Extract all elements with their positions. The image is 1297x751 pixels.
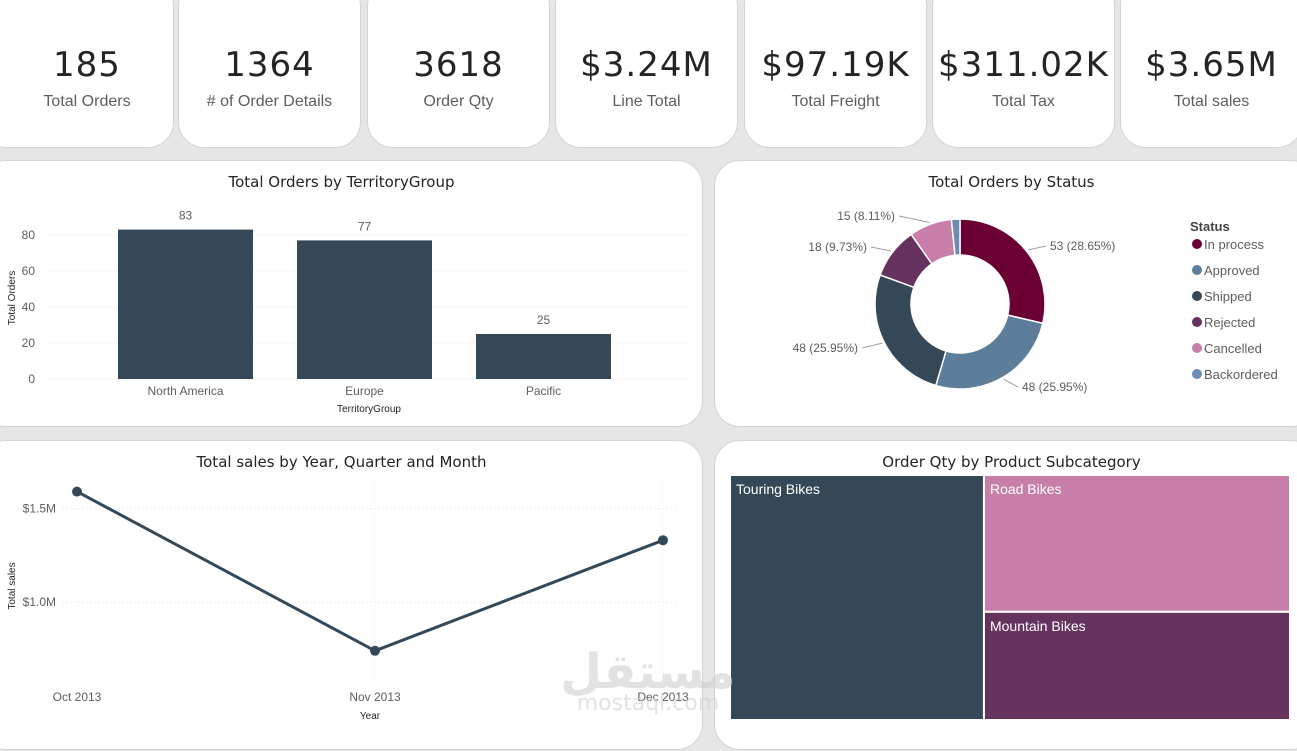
line-point xyxy=(72,486,82,497)
line-x-tick: Nov 2013 xyxy=(349,690,401,704)
kpi-card: $311.02K Total Tax xyxy=(932,0,1115,148)
kpi-card: $97.19K Total Freight xyxy=(744,0,927,148)
bar-data-label: 83 xyxy=(179,209,193,223)
kpi-label: Total Tax xyxy=(992,93,1055,110)
bar xyxy=(297,240,432,379)
bar xyxy=(476,334,611,379)
treemap-tile xyxy=(982,610,1291,722)
line-y-axis-title: Total sales xyxy=(7,562,18,609)
treemap-label: Road Bikes xyxy=(990,481,1062,497)
legend-item: Rejected xyxy=(1204,315,1255,330)
legend-marker xyxy=(1192,291,1202,301)
donut-data-label: 48 (25.95%) xyxy=(1022,380,1087,394)
bar-x-tick: North America xyxy=(147,384,223,398)
legend-title: Status xyxy=(1190,219,1230,234)
kpi-value: $97.19K xyxy=(761,45,910,85)
donut-chart-title: Total Orders by Status xyxy=(928,173,1095,191)
bar-data-label: 77 xyxy=(358,219,372,233)
legend-marker xyxy=(1192,317,1202,327)
line-point xyxy=(658,535,668,546)
donut-leader-line xyxy=(861,342,883,349)
kpi-label: Order Qty xyxy=(423,93,494,110)
treemap-label: Touring Bikes xyxy=(736,481,820,497)
legend-item: In process xyxy=(1204,237,1264,252)
kpi-card: 3618 Order Qty xyxy=(367,0,550,148)
kpi-card: $3.65M Total sales xyxy=(1120,0,1297,148)
legend-item: Cancelled xyxy=(1204,341,1262,356)
line-chart: $1.0M $1.5M Oct 2013 Nov 2013 Dec 2013 Year To… xyxy=(7,481,689,722)
donut-data-label: 18 (9.73%) xyxy=(808,240,867,254)
donut-data-label: 15 (8.11%) xyxy=(837,209,895,223)
kpi-value: $3.24M xyxy=(580,45,713,85)
donut-slice xyxy=(950,218,961,257)
line-series xyxy=(76,490,664,653)
treemap-panel: Order Qty by Product Subcategory Touring… xyxy=(714,440,1297,750)
bar-x-axis-title: TerritoryGroup xyxy=(337,404,401,415)
kpi-label: Total sales xyxy=(1173,93,1250,110)
kpi-value: $3.65M xyxy=(1145,45,1278,85)
donut-chart-panel: Total Orders by Status 53 (28.65%) 48 (25… xyxy=(714,160,1297,427)
bar-y-tick: 40 xyxy=(22,300,36,314)
line-x-tick: Dec 2013 xyxy=(637,690,689,704)
donut-leader-line xyxy=(898,215,930,223)
donut-leader-line xyxy=(1003,378,1019,388)
treemap-chart: Touring Bikes Road Bikes Mountain Bikes xyxy=(729,474,1291,722)
line-x-axis-title: Year xyxy=(360,711,381,722)
line-chart-title: Total sales by Year, Quarter and Month xyxy=(196,453,487,471)
treemap-title: Order Qty by Product Subcategory xyxy=(882,453,1141,471)
legend-item: Shipped xyxy=(1204,289,1252,304)
bar-y-tick: 0 xyxy=(28,372,35,386)
kpi-value: 185 xyxy=(53,45,121,85)
donut-leader-line xyxy=(1028,245,1047,251)
treemap-label: Mountain Bikes xyxy=(990,618,1086,634)
bar-data-label: 25 xyxy=(537,313,551,327)
bar-chart-panel: Total Orders by TerritoryGroup 0 20 40 60 80… xyxy=(0,160,703,427)
line-y-tick: $1.0M xyxy=(23,595,56,609)
kpi-label: # of Order Details xyxy=(206,93,333,110)
bar-y-tick: 20 xyxy=(22,336,36,350)
bar xyxy=(118,229,253,379)
bar-chart-title: Total Orders by TerritoryGroup xyxy=(228,173,455,191)
kpi-card: 185 Total Orders xyxy=(0,0,174,148)
donut-data-label: 48 (25.95%) xyxy=(793,341,858,355)
line-chart-panel: Total sales by Year, Quarter and Month $… xyxy=(0,440,703,750)
donut-leader-line xyxy=(870,246,892,252)
legend-marker xyxy=(1192,239,1202,249)
donut-data-label: 53 (28.65%) xyxy=(1050,239,1115,253)
kpi-value: 1364 xyxy=(224,45,315,85)
kpi-label: Total Freight xyxy=(791,93,880,110)
legend-item: Backordered xyxy=(1204,367,1278,382)
bar-y-tick: 80 xyxy=(22,228,36,242)
line-y-tick: $1.5M xyxy=(23,501,56,515)
donut-chart: 53 (28.65%) 48 (25.95%) 48 (25.95%) 18 (9.7… xyxy=(793,209,1278,394)
kpi-card: 1364 # of Order Details xyxy=(178,0,361,148)
treemap-tile xyxy=(982,474,1291,613)
bar-y-tick: 60 xyxy=(22,264,36,278)
legend-item: Approved xyxy=(1204,263,1260,278)
legend-marker xyxy=(1192,265,1202,275)
legend-marker xyxy=(1192,343,1202,353)
bar-y-axis-title: Total Orders xyxy=(7,271,18,325)
legend-marker xyxy=(1192,369,1202,379)
bar-x-tick: Europe xyxy=(345,384,384,398)
kpi-label: Line Total xyxy=(612,93,681,110)
kpi-card: $3.24M Line Total xyxy=(555,0,738,148)
treemap-tile xyxy=(729,474,985,721)
bar-x-tick: Pacific xyxy=(526,384,561,398)
donut-slice xyxy=(934,314,1044,390)
kpi-label: Total Orders xyxy=(43,93,131,110)
kpi-value: 3618 xyxy=(413,45,504,85)
line-point xyxy=(370,645,380,656)
donut-slice xyxy=(959,218,1046,325)
line-x-tick: Oct 2013 xyxy=(53,690,102,704)
donut-slice xyxy=(874,274,947,387)
bar-chart: 0 20 40 60 80 83 North America 77 Europe 25 Pacifi… xyxy=(7,209,689,415)
kpi-value: $311.02K xyxy=(938,45,1109,85)
